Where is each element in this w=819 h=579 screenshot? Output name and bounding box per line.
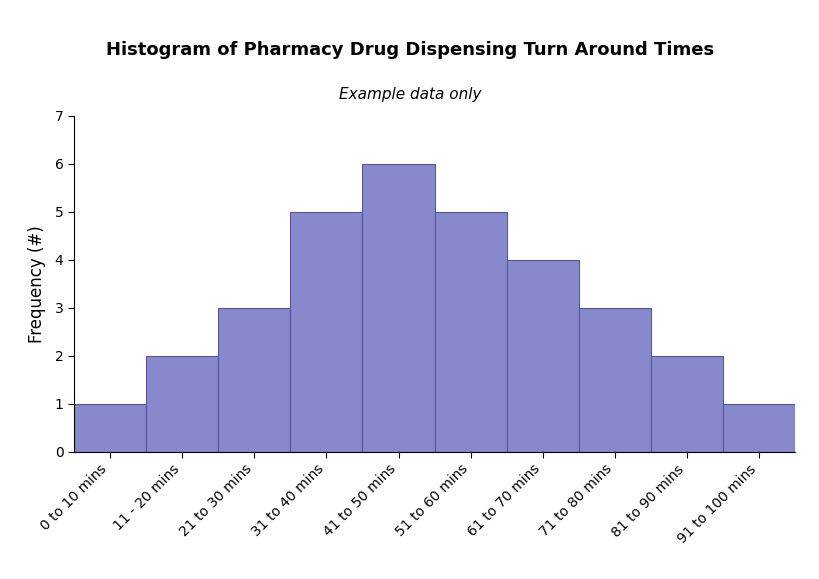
Bar — [146, 356, 218, 452]
Bar — [74, 404, 146, 452]
Bar — [434, 212, 506, 452]
Text: Histogram of Pharmacy Drug Dispensing Turn Around Times: Histogram of Pharmacy Drug Dispensing Tu… — [106, 41, 713, 58]
Bar — [218, 307, 290, 452]
Bar — [722, 404, 794, 452]
Y-axis label: Frequency (#): Frequency (#) — [28, 225, 46, 343]
Bar — [578, 307, 650, 452]
Text: Example data only: Example data only — [338, 87, 481, 102]
Bar — [362, 164, 434, 452]
Bar — [506, 260, 578, 452]
Bar — [650, 356, 722, 452]
Bar — [290, 212, 362, 452]
